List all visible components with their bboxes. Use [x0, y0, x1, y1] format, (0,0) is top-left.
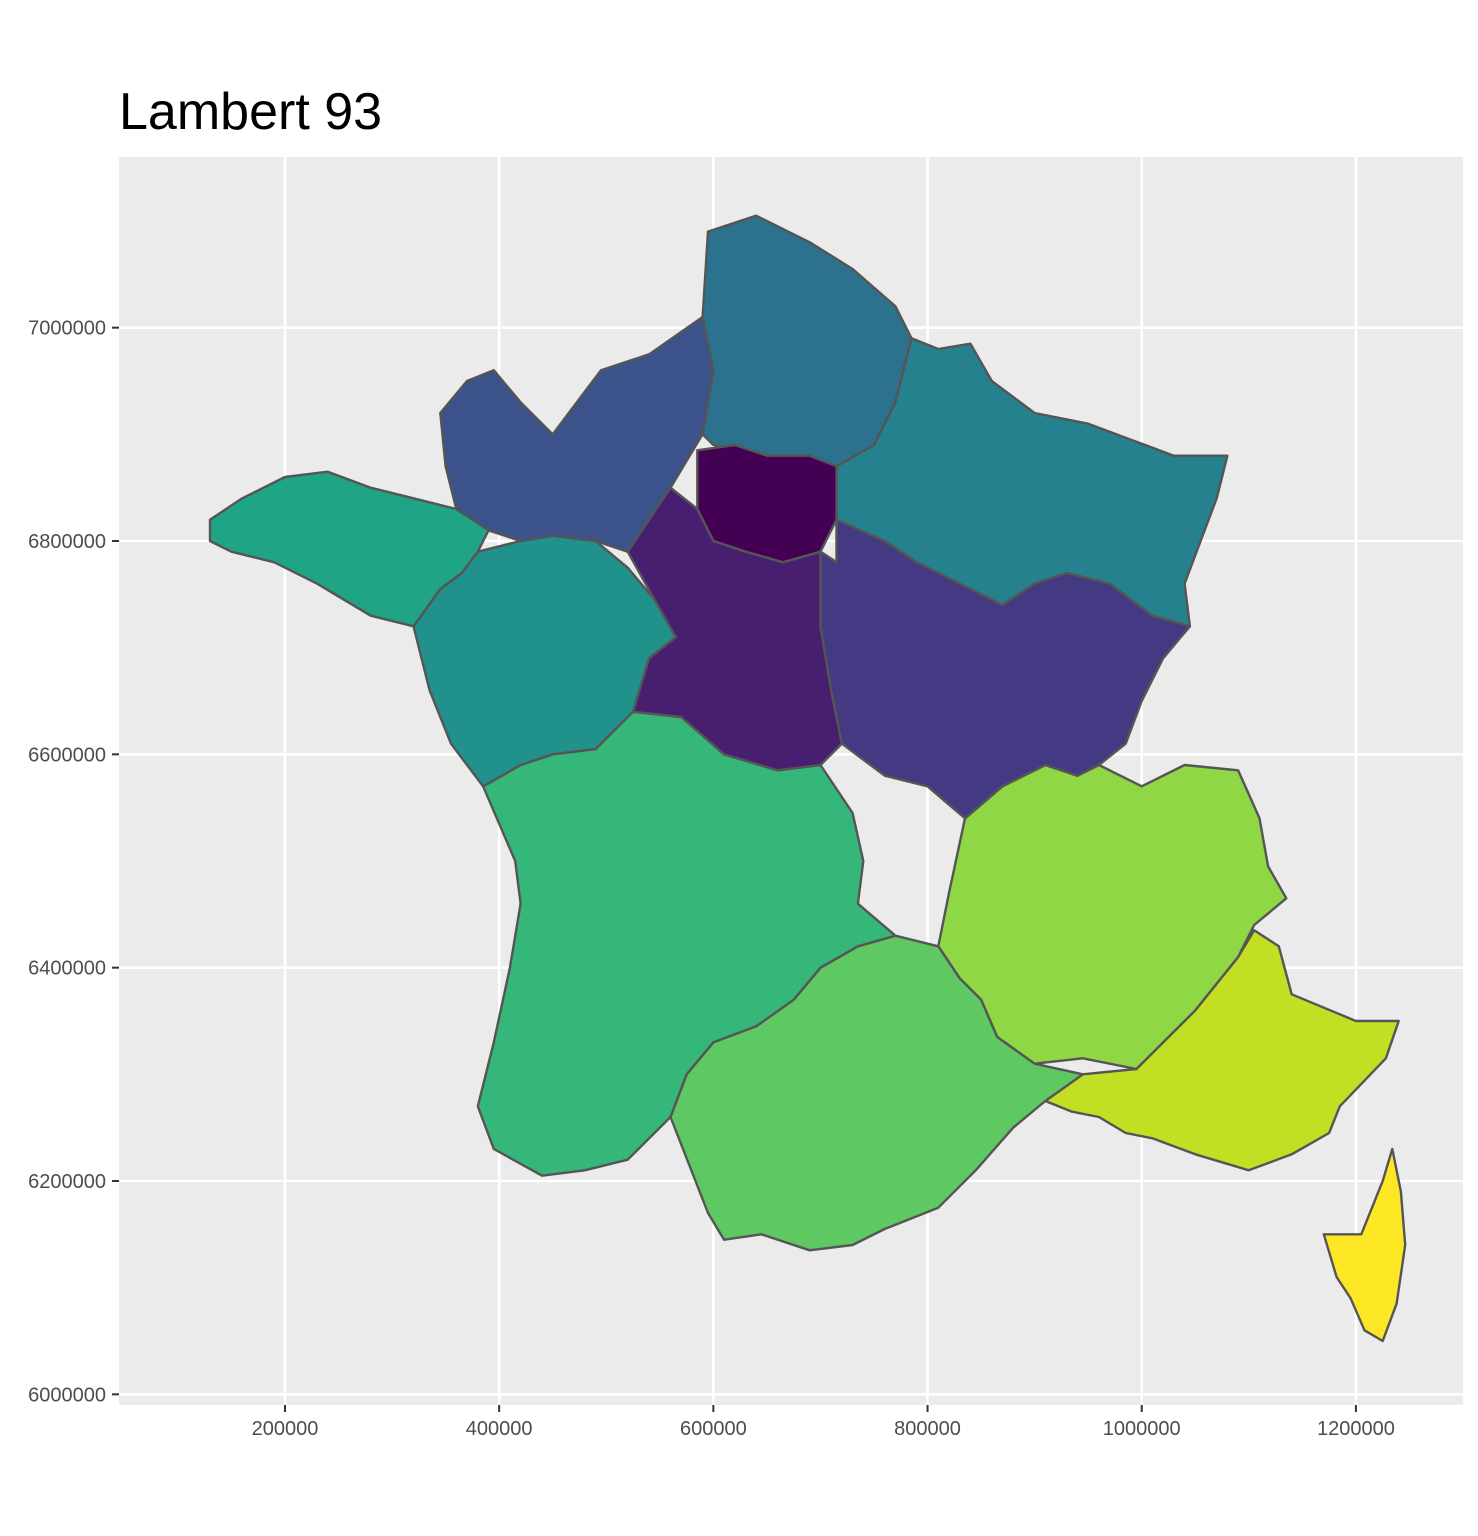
region-provence-alpes-cote-dazur — [1044, 929, 1400, 1172]
x-tick-label: 400000 — [466, 1418, 533, 1440]
y-tick-label: 6200000 — [28, 1171, 106, 1193]
region-bretagne — [208, 470, 490, 628]
x-tick-label: 1000000 — [1103, 1418, 1181, 1440]
y-tick-label: 6000000 — [28, 1384, 106, 1406]
region-bourgogne-franche-comte — [819, 518, 1192, 820]
region-layer — [208, 214, 1407, 1343]
x-tick-label: 1200000 — [1317, 1418, 1395, 1440]
y-tick-label: 6600000 — [28, 744, 106, 766]
y-tick-label: 7000000 — [28, 318, 106, 340]
x-tick-label: 800000 — [894, 1418, 961, 1440]
region-corse — [1322, 1147, 1407, 1343]
x-tick-label: 600000 — [680, 1418, 747, 1440]
axis-layer: 200000 400000 600000 800000 1000000 1200000 60… — [28, 318, 1395, 1440]
map-title: Lambert 93 — [119, 83, 383, 141]
x-tick-label: 200000 — [252, 1418, 319, 1440]
y-tick-label: 6800000 — [28, 531, 106, 553]
y-tick-label: 6400000 — [28, 958, 106, 980]
